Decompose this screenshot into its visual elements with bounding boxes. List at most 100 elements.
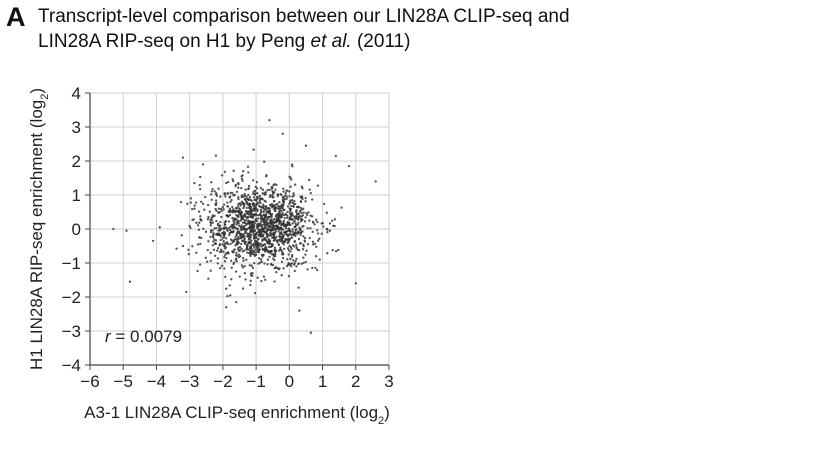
data-point [125, 229, 128, 232]
data-point [240, 214, 243, 218]
data-point [251, 192, 255, 195]
data-point [288, 244, 291, 248]
data-point [225, 306, 228, 309]
data-point [318, 258, 321, 261]
data-point [229, 242, 232, 246]
data-point [296, 215, 299, 218]
data-point [197, 210, 201, 213]
data-point [259, 208, 262, 212]
data-point [251, 216, 254, 220]
data-point [242, 170, 245, 173]
data-point [274, 252, 277, 256]
data-point [238, 224, 241, 227]
data-point [279, 246, 282, 249]
data-point [292, 204, 295, 208]
data-point [282, 201, 285, 204]
data-point [282, 231, 286, 234]
data-point [278, 214, 281, 218]
data-point [291, 230, 294, 233]
data-point [232, 194, 235, 197]
y-tick-label: −1 [62, 254, 81, 273]
data-point [315, 218, 318, 221]
data-point [303, 240, 307, 243]
data-point [231, 192, 234, 195]
data-point [243, 272, 246, 275]
data-point [223, 255, 226, 259]
data-point [206, 248, 209, 252]
data-point [235, 223, 238, 226]
data-point [252, 190, 255, 193]
data-point [253, 254, 257, 257]
figure-title: Transcript-level comparison between our … [38, 4, 570, 54]
data-point [263, 262, 266, 265]
y-tick-label: 0 [72, 220, 81, 239]
data-point [236, 227, 240, 231]
data-point [279, 205, 282, 208]
data-point [223, 260, 227, 263]
data-point [233, 238, 236, 241]
data-point [158, 226, 161, 229]
data-point [217, 211, 220, 214]
data-point [181, 244, 185, 248]
data-point [278, 200, 281, 204]
data-point [228, 207, 232, 210]
data-point [240, 216, 243, 220]
data-point [248, 196, 252, 199]
data-point [249, 279, 252, 282]
data-point [186, 202, 189, 205]
axes [85, 92, 390, 370]
data-point [264, 230, 267, 234]
data-point [285, 189, 288, 192]
data-point [230, 278, 233, 281]
data-point [175, 247, 178, 250]
data-point [254, 185, 257, 188]
data-point [212, 232, 215, 235]
data-point [261, 244, 264, 247]
data-point [243, 235, 246, 239]
data-point [214, 199, 218, 202]
data-point [211, 244, 214, 247]
data-point [306, 268, 309, 271]
data-point [267, 182, 270, 185]
data-point [199, 242, 202, 246]
data-point [298, 309, 301, 312]
data-point [219, 207, 223, 211]
data-point [258, 204, 261, 207]
data-point [243, 221, 247, 225]
data-point [293, 262, 296, 265]
data-point [268, 239, 272, 242]
data-point [238, 275, 241, 278]
data-point [261, 198, 264, 201]
data-point [297, 237, 301, 241]
y-tick-label: 1 [72, 186, 81, 205]
data-point [285, 195, 288, 198]
data-point [281, 206, 284, 210]
data-point [309, 331, 313, 334]
data-point [207, 215, 210, 219]
data-point [263, 243, 266, 246]
data-point [232, 217, 236, 220]
data-point [226, 192, 229, 195]
data-point [275, 224, 278, 227]
data-point [305, 249, 308, 252]
data-point [273, 248, 276, 252]
data-point [280, 223, 283, 227]
data-point [306, 213, 309, 216]
data-point [253, 202, 256, 206]
data-point [282, 234, 285, 237]
data-point [263, 192, 266, 195]
data-point [216, 249, 219, 252]
data-point [258, 194, 261, 198]
x-tick-label: −1 [246, 372, 265, 391]
data-point [252, 250, 255, 254]
data-point [286, 216, 289, 219]
data-point [207, 240, 210, 243]
data-point [244, 240, 247, 244]
data-point [196, 269, 199, 273]
data-point [285, 238, 288, 241]
data-point [230, 198, 233, 202]
data-point [235, 251, 238, 254]
data-point [229, 225, 232, 228]
data-point [272, 204, 276, 207]
